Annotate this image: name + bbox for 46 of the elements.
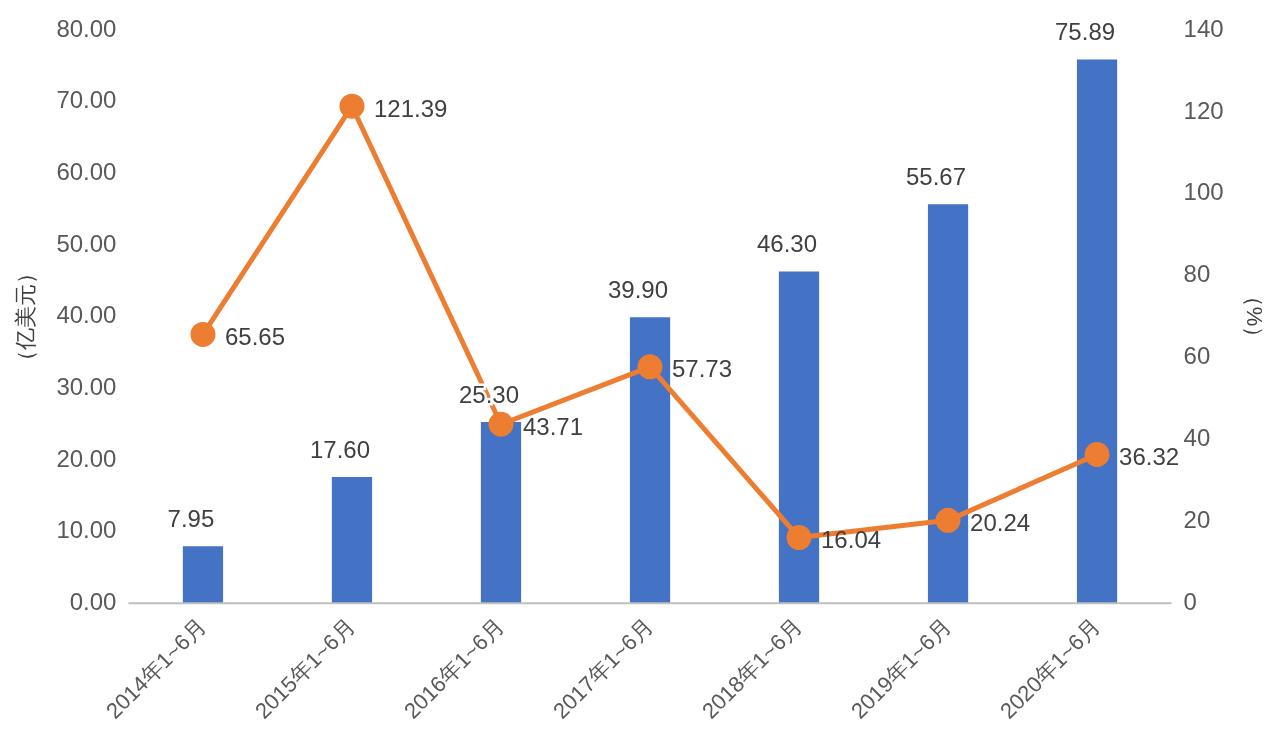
y-tick-label: 30.00 (56, 372, 117, 400)
data-label: 16.04 (821, 526, 882, 554)
y2-tick-label: 20 (1183, 505, 1211, 533)
y-tick-label: 70.00 (56, 86, 117, 114)
point (339, 93, 365, 119)
point (1084, 442, 1110, 468)
bar (629, 317, 671, 604)
y-tick-label: 80.00 (56, 14, 117, 42)
bar (778, 271, 820, 604)
bar (331, 477, 373, 604)
data-label: 7.95 (167, 504, 215, 532)
point (637, 354, 663, 380)
data-label: 36.32 (1119, 443, 1180, 471)
bar (182, 546, 224, 604)
point (488, 411, 514, 437)
data-label: 75.89 (1055, 18, 1116, 46)
y2-tick-label: 40 (1183, 424, 1211, 452)
y-axis-title: （亿美元） (13, 261, 39, 372)
bar (1076, 59, 1118, 604)
y-tick-label: 0.00 (69, 587, 117, 615)
y2-tick-label: 100 (1183, 178, 1224, 206)
data-label: 39.90 (607, 275, 669, 303)
y2-tick-label: 140 (1183, 14, 1224, 42)
bar (927, 204, 969, 604)
point (786, 525, 812, 551)
data-label: 43.71 (522, 412, 584, 440)
y2-tick-label: 60 (1183, 342, 1211, 370)
data-label: 57.73 (672, 355, 733, 383)
bar (480, 421, 522, 604)
y-tick-label: 60.00 (56, 157, 117, 185)
data-label: 65.65 (224, 323, 286, 351)
y-tick-label: 50.00 (56, 229, 117, 257)
data-label: 20.24 (970, 508, 1031, 536)
y2-axis-title: （%） (1241, 284, 1267, 349)
data-label: 121.39 (373, 94, 448, 122)
y-tick-label: 20.00 (56, 444, 117, 472)
data-label: 55.67 (906, 162, 967, 190)
y2-tick-label: 0 (1183, 587, 1197, 615)
data-label: 46.30 (756, 230, 818, 258)
y-tick-label: 10.00 (56, 516, 117, 544)
point (190, 321, 216, 347)
point (935, 507, 961, 533)
y-tick-label: 40.00 (56, 301, 117, 329)
y2-tick-label: 80 (1183, 260, 1211, 288)
data-label: 17.60 (309, 435, 371, 463)
y2-tick-label: 120 (1183, 96, 1224, 124)
